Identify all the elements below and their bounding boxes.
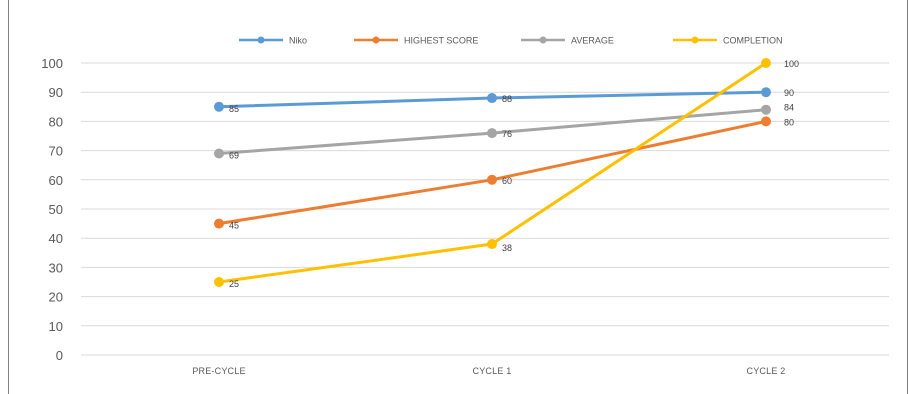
data-point [487, 128, 497, 139]
data-label: 85 [229, 104, 239, 114]
line-chart: 0 10 20 30 40 50 60 70 80 90 100 PRE-CYCLE CYCLE 1 C… [41, 36, 889, 376]
data-label: 25 [229, 279, 239, 289]
data-point [214, 148, 224, 159]
legend: Niko HIGHEST SCORE AVERAGE COMPLETION [239, 36, 783, 46]
chart-frame: 0 10 20 30 40 50 60 70 80 90 100 PRE-CYCLE CYCLE 1 C… [8, 0, 908, 394]
y-tick-label: 20 [49, 290, 63, 305]
data-point [214, 277, 224, 287]
data-point [487, 174, 497, 185]
y-tick-label: 30 [49, 260, 63, 275]
legend-swatch-marker [539, 36, 547, 44]
data-label: 38 [502, 243, 512, 253]
data-label: 69 [229, 151, 239, 161]
x-tick-label: CYCLE 2 [747, 366, 786, 376]
y-tick-label: 70 [49, 144, 63, 159]
legend-label: COMPLETION [723, 36, 783, 46]
y-tick-label: 10 [49, 319, 63, 334]
series [214, 58, 771, 287]
data-point [214, 218, 224, 229]
data-point [761, 104, 771, 115]
y-tick-label: 40 [49, 231, 63, 246]
legend-label: HIGHEST SCORE [404, 36, 478, 46]
y-tick-label: 0 [56, 348, 63, 363]
legend-label: AVERAGE [571, 36, 614, 46]
data-point [761, 116, 771, 127]
y-tick-label: 80 [49, 114, 63, 129]
y-tick-label: 50 [49, 202, 63, 217]
data-label: 76 [502, 129, 512, 139]
data-label: 45 [229, 221, 239, 231]
data-point [487, 239, 497, 250]
data-point [214, 101, 224, 112]
data-label: 88 [502, 94, 512, 104]
y-tick-label: 60 [49, 173, 63, 188]
y-axis-ticks: 0 10 20 30 40 50 60 70 80 90 100 [41, 56, 63, 363]
x-axis-ticks: PRE-CYCLE CYCLE 1 CYCLE 2 [192, 366, 785, 376]
x-tick-label: CYCLE 1 [473, 366, 512, 376]
legend-swatch-marker [691, 36, 699, 44]
y-tick-label: 100 [41, 56, 63, 71]
data-label: 60 [502, 176, 512, 186]
data-point [761, 58, 771, 68]
data-point [761, 87, 771, 98]
data-point [487, 93, 497, 104]
y-tick-label: 90 [49, 85, 63, 100]
legend-swatch-marker [372, 36, 380, 44]
legend-swatch-marker [257, 36, 265, 44]
x-tick-label: PRE-CYCLE [192, 366, 245, 376]
data-label: 80 [784, 117, 794, 127]
data-label: 100 [784, 59, 799, 69]
legend-label: Niko [289, 36, 307, 46]
data-label: 84 [784, 103, 794, 113]
data-label: 90 [784, 88, 794, 98]
data-labels: 85 88 90 45 60 80 69 76 84 25 38 100 [229, 59, 799, 289]
